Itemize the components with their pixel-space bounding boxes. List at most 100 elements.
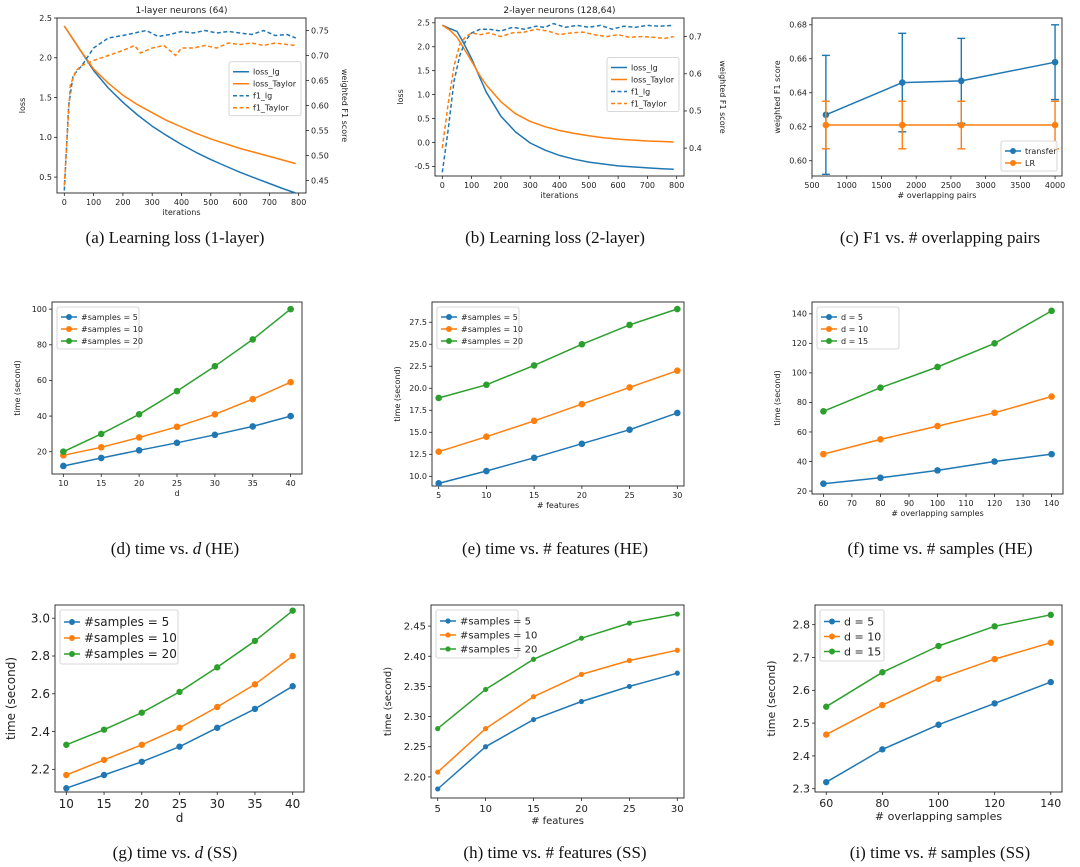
- y-tick-label: 0.5: [417, 114, 430, 123]
- x-tick-label: 110: [958, 499, 973, 508]
- legend-marker: [446, 314, 452, 320]
- series-line-3: [63, 42, 296, 186]
- y-tick-label: 2.45: [404, 622, 426, 633]
- x-tick-label: 300: [523, 181, 538, 190]
- series-line-2: [438, 308, 678, 399]
- data-point: [674, 367, 681, 374]
- x-tick-label: 30: [672, 491, 682, 500]
- y-tick-label: 2.6: [31, 687, 50, 701]
- data-point: [674, 611, 680, 617]
- data-point: [578, 440, 586, 448]
- plot-frame: [430, 604, 685, 799]
- y-tick-label: 25.0: [409, 340, 427, 349]
- y2-tick-label: 0.6: [689, 70, 702, 79]
- series-line-2: [437, 613, 678, 730]
- data-point: [530, 716, 537, 723]
- y2-tick-label: 0.70: [311, 51, 329, 60]
- series-line-1: [63, 25, 296, 165]
- panel-caption: (g) time vs. d (SS): [113, 843, 238, 862]
- legend: transfer LR: [1000, 140, 1058, 172]
- y-axis-label: time (second): [765, 660, 778, 736]
- data-point: [97, 430, 105, 438]
- y-tick-label: 27.5: [409, 318, 427, 327]
- data-point: [898, 121, 906, 129]
- y2-tick-label: 0.4: [689, 144, 702, 153]
- data-point: [100, 756, 108, 764]
- y-tick-label: 2.3: [793, 783, 811, 796]
- data-point: [820, 450, 827, 458]
- x-tick-label: 4000: [1045, 181, 1065, 190]
- panel-caption: (c) F1 vs. # overlapping pairs: [840, 228, 1040, 247]
- data-point: [877, 474, 884, 482]
- x-tick-label: 1500: [871, 181, 891, 190]
- x-tick-label: 700: [640, 181, 655, 190]
- chart-title: 1-layer neurons (64): [135, 6, 227, 16]
- data-point: [287, 412, 294, 420]
- data-point: [63, 741, 70, 748]
- data-point: [483, 686, 489, 693]
- legend-label: #samples = 20: [461, 337, 523, 346]
- data-point: [820, 480, 827, 487]
- series-line-0: [63, 25, 296, 194]
- data-point: [173, 439, 181, 447]
- series-line-1: [438, 369, 678, 453]
- x-tick-label: 20: [134, 797, 149, 811]
- data-point: [289, 607, 296, 614]
- y2-tick-label: 0.60: [311, 101, 329, 110]
- y-tick-label: 20: [37, 448, 47, 457]
- data-point: [63, 771, 70, 779]
- data-point: [674, 647, 680, 653]
- data-point: [530, 694, 537, 700]
- legend-marker: [66, 326, 72, 332]
- y-tick-label: 10.0: [409, 472, 427, 481]
- legend: #samples = 5 #samples = 10 #samples = 20: [59, 609, 179, 665]
- y2-axis-label: weighted F1 score: [718, 60, 727, 133]
- x-tick-label: 140: [1040, 797, 1061, 810]
- caption-prefix: (d) time vs.: [111, 539, 189, 558]
- y-axis-label: loss: [396, 89, 405, 104]
- series-line-0: [438, 412, 678, 485]
- y-tick-label: 2.25: [404, 742, 426, 753]
- y-axis-label: loss: [18, 98, 27, 113]
- data-point: [135, 434, 143, 441]
- x-tick-label: 20: [577, 491, 587, 500]
- y-tick-label: 2.8: [31, 649, 50, 663]
- y-axis-label: time (second): [383, 667, 394, 736]
- data-point: [674, 305, 681, 313]
- y-axis-label: weighted F1 score: [773, 60, 782, 133]
- data-point: [249, 336, 257, 343]
- data-point: [530, 454, 538, 462]
- chart-panel-f: 60 70 80 90 100 110 120 130 140 20 40 60 80 100 120 140…: [773, 301, 1064, 558]
- y-tick-label: 1.0: [417, 90, 430, 99]
- x-tick-label: 40: [286, 479, 296, 488]
- data-point: [251, 705, 259, 713]
- legend: loss_lg loss_Taylor f1_lg f1_Taylor: [228, 61, 302, 117]
- series-line-1: [437, 649, 678, 773]
- data-point: [173, 387, 181, 395]
- chart-panel-g: 10 15 20 25 30 35 40 2.2 2.4 2.6 2.8 3.0 d time (seco…: [4, 604, 305, 862]
- legend: #samples = 5 #samples = 10 #samples = 20: [436, 306, 523, 350]
- data-point: [820, 407, 827, 415]
- y2-tick-label: 0.75: [311, 26, 329, 35]
- x-tick-label: 3500: [1010, 181, 1030, 190]
- legend-marker: [69, 619, 75, 625]
- legend: loss_lg loss_Taylor f1_lg f1_Taylor: [606, 57, 680, 112]
- y-tick-label: 0.60: [789, 157, 807, 166]
- data-point: [211, 410, 219, 418]
- data-point: [934, 467, 941, 474]
- data-point: [138, 709, 145, 716]
- data-point: [251, 681, 259, 688]
- data-point: [626, 321, 633, 329]
- y2-tick-label: 0.5: [689, 107, 702, 116]
- y-tick-label: 22.5: [409, 362, 427, 371]
- y-axis-label: time (second): [13, 360, 22, 415]
- data-point: [935, 721, 942, 728]
- y-tick-label: 17.5: [409, 406, 427, 415]
- y-axis-label: time (second): [773, 370, 782, 425]
- y-tick-label: 140: [792, 310, 807, 319]
- data-point: [530, 656, 537, 662]
- legend-box: [435, 609, 519, 659]
- data-point: [991, 655, 998, 663]
- y-tick-label: 120: [792, 339, 807, 348]
- x-tick-label: 120: [987, 499, 1002, 508]
